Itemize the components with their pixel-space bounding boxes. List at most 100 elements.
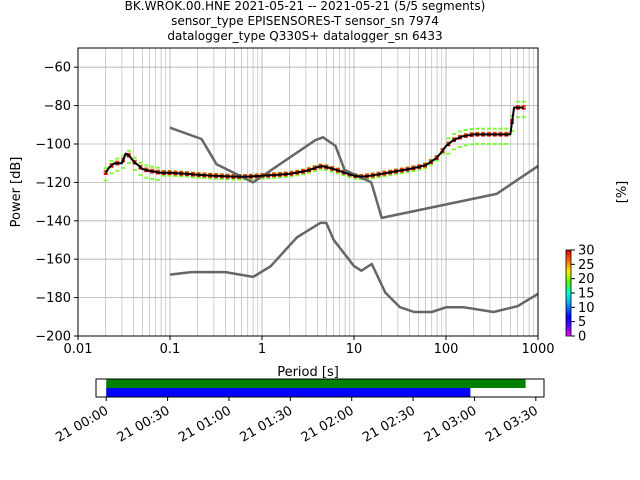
density-mark xyxy=(231,176,236,179)
density-mark xyxy=(347,174,352,177)
density-mark xyxy=(289,170,294,173)
density-mark xyxy=(306,170,311,173)
density-mark xyxy=(161,172,166,175)
density-mark xyxy=(515,116,520,119)
density-mark xyxy=(457,130,462,133)
density-mark xyxy=(248,176,253,179)
density-mark xyxy=(359,178,364,181)
density-mark xyxy=(504,143,509,145)
colorbar-tick-label: 30 xyxy=(578,244,595,259)
density-mark xyxy=(521,116,526,119)
density-mark xyxy=(161,170,166,173)
density-mark xyxy=(306,167,311,170)
data-availability-timeline: 21 00:00 21 00:30 21 01:00 21 01:30 21 02:00… xyxy=(53,378,545,446)
density-mark xyxy=(388,172,393,175)
density-mark xyxy=(324,167,329,170)
density-mark xyxy=(452,137,457,140)
mean-line xyxy=(104,106,524,178)
density-mark xyxy=(155,178,160,181)
density-mark xyxy=(510,130,515,133)
density-mark xyxy=(423,167,428,170)
density-mark xyxy=(370,172,375,175)
density-mark xyxy=(475,127,480,130)
density-mark xyxy=(184,175,189,178)
y-axis-label: Power [dB] xyxy=(9,157,24,228)
density-mark xyxy=(376,176,381,179)
y-tick-label: −60 xyxy=(44,61,71,76)
density-mark xyxy=(486,143,491,145)
density-mark xyxy=(469,128,474,131)
density-mark xyxy=(457,137,462,140)
y-tick-label: −200 xyxy=(35,330,71,345)
density-mark xyxy=(457,145,462,148)
density-mark xyxy=(155,169,160,172)
density-mark xyxy=(196,172,201,175)
density-mark xyxy=(475,134,480,137)
density-mark xyxy=(434,155,439,158)
density-mark xyxy=(370,175,375,178)
density-mark xyxy=(121,166,126,169)
density-mark xyxy=(115,169,120,172)
colorbar-tick-label: 15 xyxy=(578,287,595,302)
density-mark xyxy=(144,167,149,170)
density-mark xyxy=(132,169,137,172)
timeline-tick-label: 21 02:30 xyxy=(360,403,418,445)
density-mark xyxy=(301,173,306,176)
density-mark xyxy=(481,131,486,134)
density-mark xyxy=(446,152,451,155)
density-mark xyxy=(364,173,369,176)
y-tick-label: −80 xyxy=(44,99,71,114)
density-mark xyxy=(184,173,189,176)
y-tick-label: −140 xyxy=(35,214,71,229)
density-mark xyxy=(214,177,219,180)
density-mark xyxy=(515,100,520,103)
y-tick-label: −180 xyxy=(35,291,71,306)
density-mark xyxy=(376,174,381,177)
density-mark xyxy=(312,168,317,171)
density-mark xyxy=(196,176,201,179)
density-mark xyxy=(190,174,195,177)
density-mark xyxy=(463,128,468,131)
density-mark xyxy=(138,174,143,177)
density-mark xyxy=(521,104,526,107)
density-mark xyxy=(295,169,300,172)
density-mark xyxy=(341,172,346,175)
density-mark xyxy=(306,171,311,174)
density-mark xyxy=(214,175,219,178)
density-mark xyxy=(515,104,520,107)
density-mark xyxy=(179,173,184,176)
density-mark xyxy=(289,173,294,176)
density-mark xyxy=(498,131,503,134)
y-ticks: −60 −80 −100 −120 −140 −160 −180 −200 xyxy=(35,61,78,345)
density-mark xyxy=(202,176,207,179)
timeline-tick-label: 21 01:00 xyxy=(176,403,234,445)
density-mark xyxy=(515,107,520,110)
density-mark xyxy=(132,156,137,159)
density-mark xyxy=(521,107,526,110)
density-mark xyxy=(434,159,439,162)
colorbar-tick-label: 5 xyxy=(578,315,586,330)
title-line: datalogger_type Q330S+ datalogger_sn 643… xyxy=(167,29,442,43)
density-mark xyxy=(492,127,497,130)
density-mark xyxy=(225,176,230,179)
density-mark xyxy=(376,171,381,174)
density-mark xyxy=(486,131,491,134)
x-axis-label: Period [s] xyxy=(277,365,339,380)
x-tick-label: 100 xyxy=(434,342,459,357)
segment-bar xyxy=(106,388,471,397)
density-mark xyxy=(144,176,149,179)
density-mark xyxy=(486,127,491,130)
density-mark xyxy=(277,176,282,179)
density-mark xyxy=(330,168,335,171)
density-mark xyxy=(417,166,422,169)
density-mark xyxy=(359,174,364,177)
density-mark xyxy=(289,175,294,178)
density-mark xyxy=(248,178,253,181)
density-mark xyxy=(155,172,160,175)
title-line: sensor_type EPISENSORES-T sensor_sn 7974 xyxy=(171,14,439,28)
density-mark xyxy=(388,174,393,177)
density-mark xyxy=(272,172,277,175)
density-mark xyxy=(190,171,195,174)
density-mark xyxy=(138,164,143,167)
